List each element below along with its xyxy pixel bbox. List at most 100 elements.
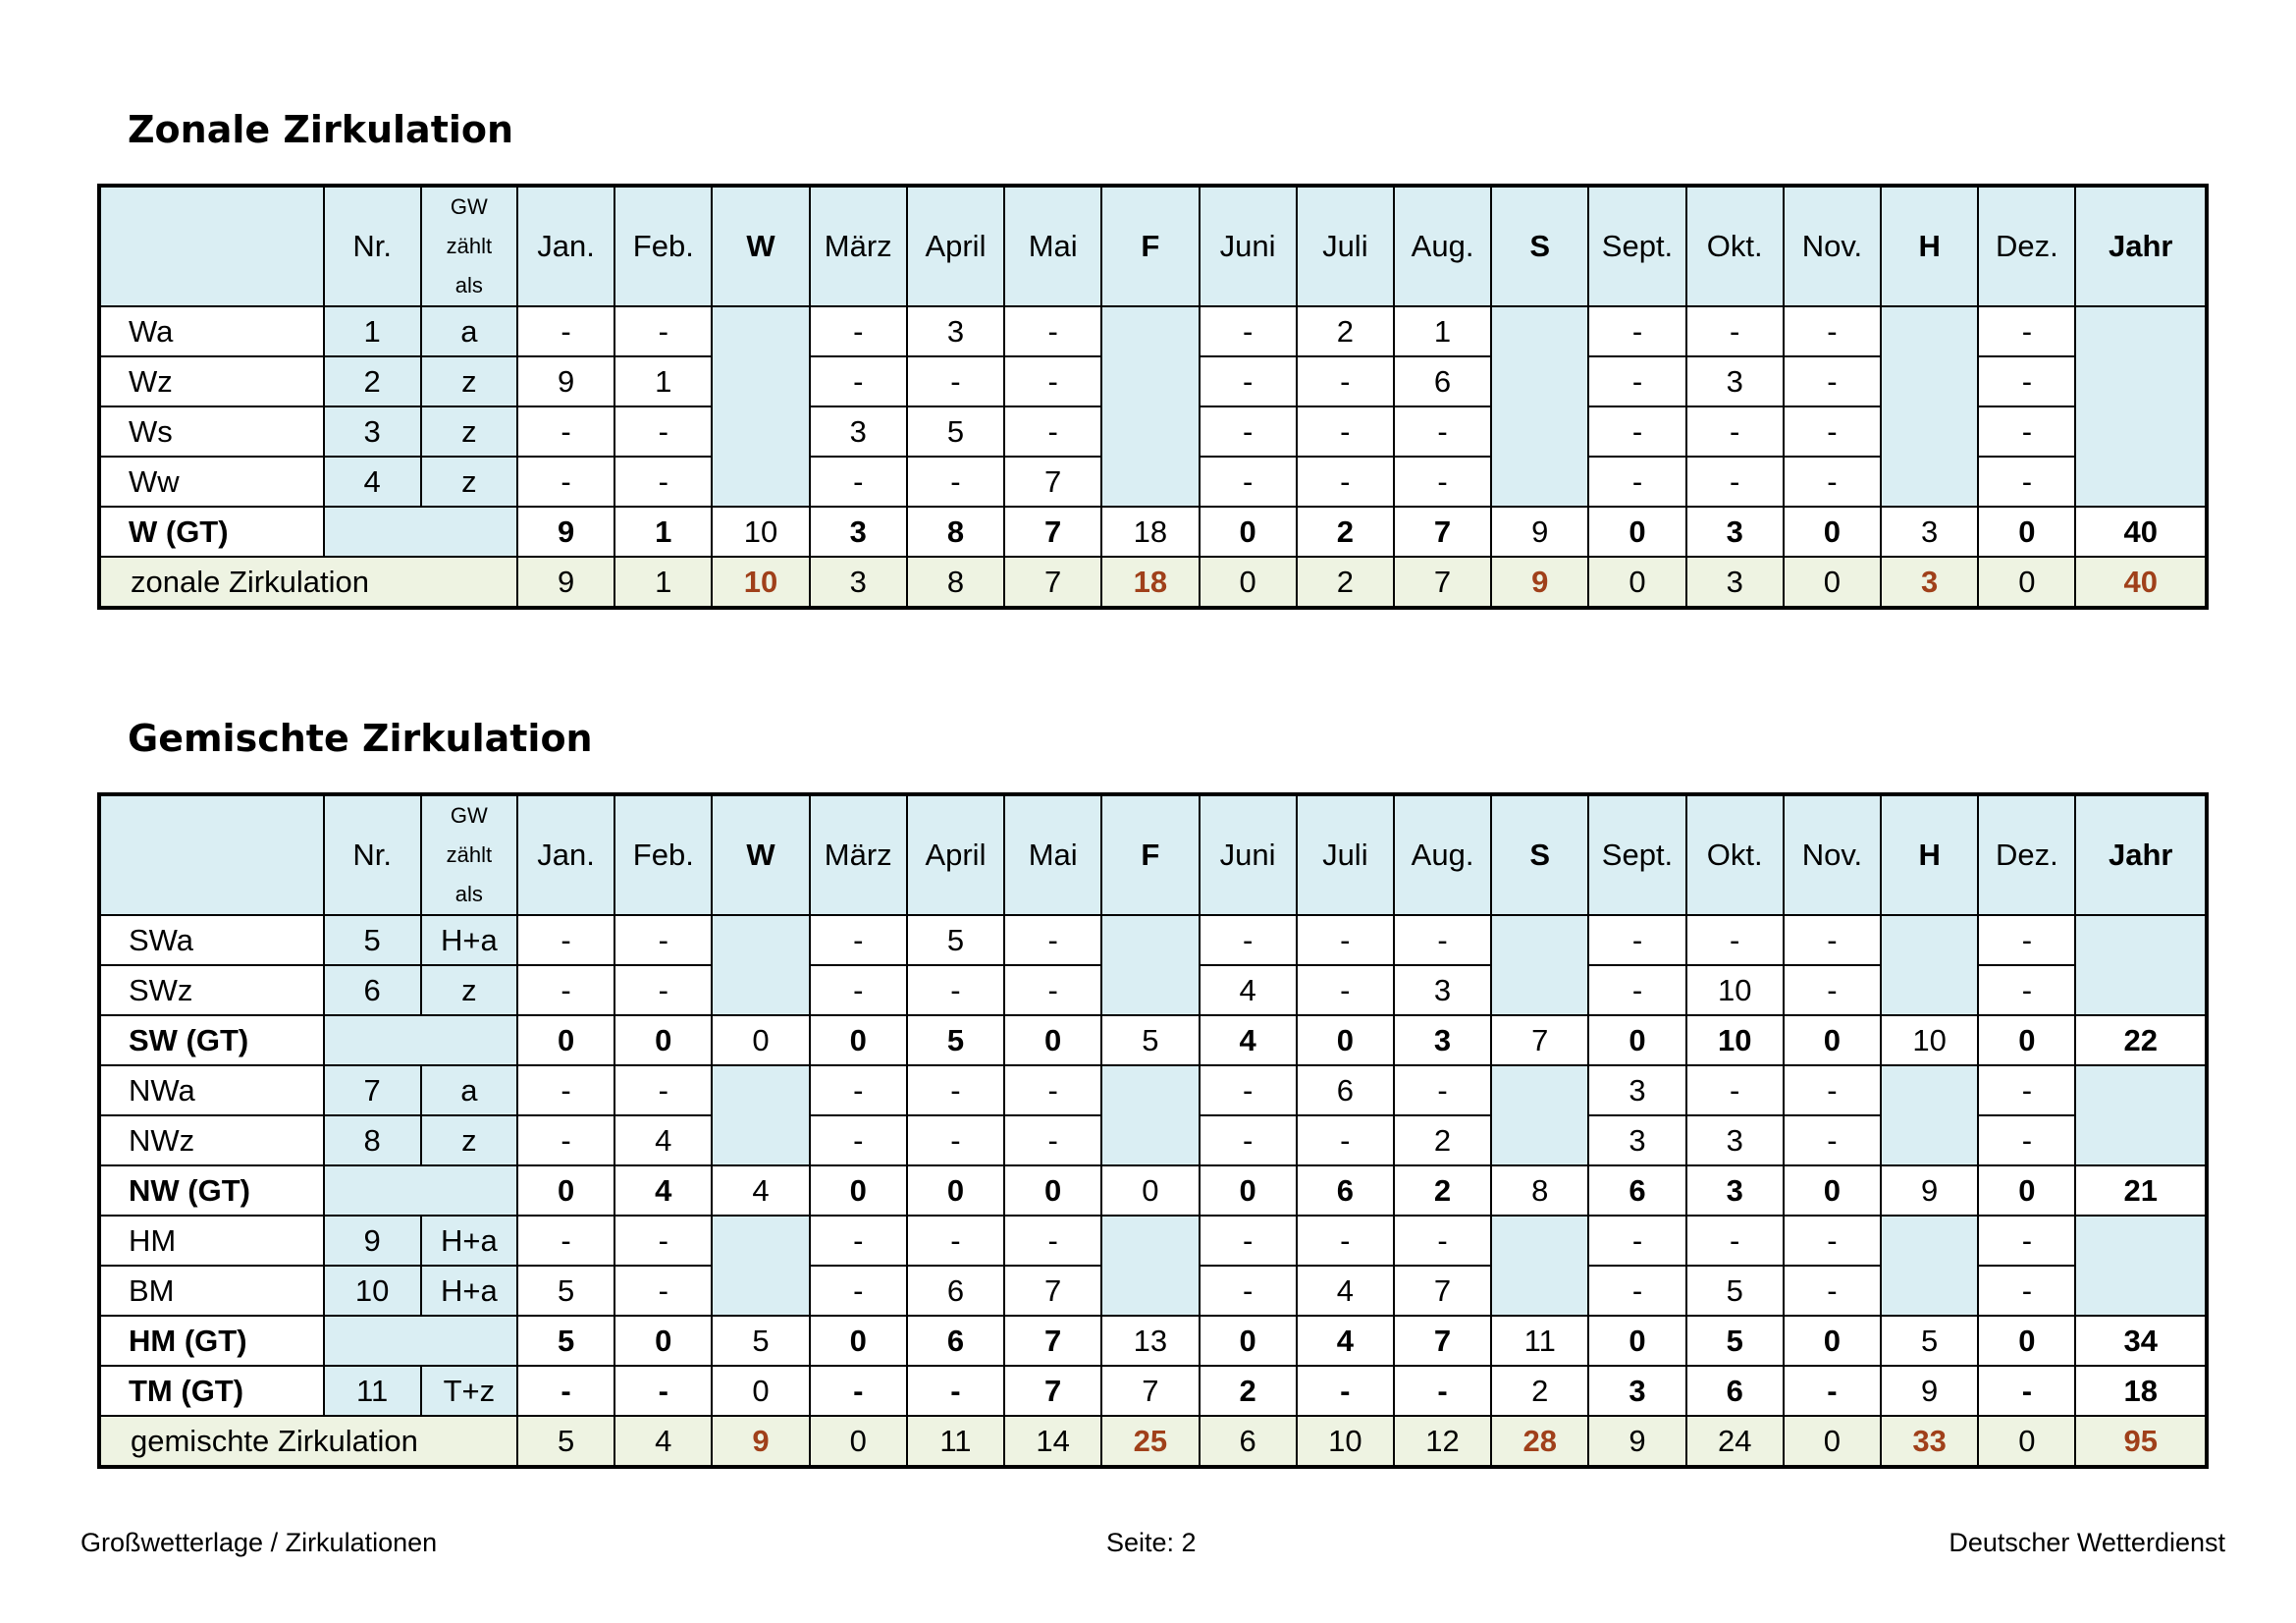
month-value: -	[1782, 914, 1883, 966]
month-value: 7	[1003, 1265, 1103, 1317]
month-value: -	[1977, 1215, 2077, 1267]
header-juli: Juli	[1295, 184, 1395, 307]
month-value: 6	[1392, 355, 1493, 407]
header-gw-word: zählt	[446, 234, 493, 258]
month-value: -	[1295, 355, 1395, 407]
table-row: BM 10 H+a 5- -6 7-4 7-5- -	[98, 1265, 2207, 1317]
header-f: F	[1100, 184, 1201, 307]
month-value: 5	[1684, 1265, 1785, 1317]
header-dez: Dez.	[1977, 184, 2077, 307]
season-sum: 10	[711, 556, 811, 609]
month-value: -	[1782, 964, 1883, 1016]
row-nr: 7	[322, 1064, 422, 1116]
month-sum: 0	[1587, 556, 1687, 609]
group-total-row: W (GT) 9 1 10 3 8 7 18 0 2 7 9 0 3 0 3 0 40	[98, 506, 2208, 558]
month-value: -	[614, 406, 714, 458]
month-value: -	[905, 1215, 1006, 1267]
header-mai: Mai	[1003, 792, 1103, 916]
season-empty	[1880, 1064, 1980, 1166]
group-total-label: TM (GT)	[98, 1365, 325, 1417]
jahr-value: 21	[2074, 1164, 2208, 1217]
month-value: 0	[1782, 1315, 1883, 1367]
month-value: -	[1003, 914, 1103, 966]
header-märz: März	[808, 792, 908, 916]
season-empty	[1100, 305, 1201, 508]
month-value: -	[1198, 1215, 1298, 1267]
month-value: -	[1782, 1365, 1883, 1417]
month-value: 4	[1295, 1265, 1395, 1317]
jahr-value: 22	[2074, 1014, 2208, 1066]
month-value: 3	[1587, 1365, 1687, 1417]
month-value: 0	[515, 1164, 616, 1217]
jahr-value: 18	[2074, 1365, 2208, 1417]
month-value: -	[614, 964, 714, 1016]
header-nr: Nr.	[322, 184, 422, 307]
month-value: 4	[1198, 1014, 1298, 1066]
header-gw-zaehlt-als: GW zählt als	[419, 184, 518, 307]
month-value: -	[1295, 1215, 1395, 1267]
row-label: NWz	[98, 1114, 325, 1166]
month-value: -	[1198, 305, 1298, 357]
month-value: -	[1003, 1215, 1103, 1267]
month-value: 7	[1392, 506, 1493, 558]
table-row: HM 9 H+a - - - - - - - - - - - -	[98, 1215, 2208, 1317]
month-value: 1	[614, 355, 714, 407]
month-value: -	[1587, 964, 1687, 1016]
group-total-empty	[322, 1164, 518, 1217]
jahr-empty	[2074, 1215, 2208, 1317]
zonal-title: Zonale Zirkulation	[128, 108, 514, 151]
month-sum: 5	[515, 1415, 616, 1468]
month-value: -	[808, 1114, 908, 1166]
header-sept: Sept.	[1587, 792, 1687, 916]
month-value: 8	[905, 506, 1006, 558]
month-value: -	[1684, 1215, 1785, 1267]
season-value: 10	[1880, 1014, 1980, 1066]
month-sum: 8	[905, 556, 1006, 609]
month-sum: 0	[1977, 1415, 2077, 1468]
month-value: -	[614, 1265, 714, 1317]
month-value: -	[1003, 406, 1103, 458]
header-jahr: Jahr	[2074, 184, 2208, 307]
month-value: 7	[1003, 1315, 1103, 1367]
header-sept: Sept.	[1587, 184, 1687, 307]
header-feb: Feb.	[614, 792, 714, 916]
mixed-table: Nr. GW zählt als Jan. Feb. W März April Mai F Juni J…	[97, 792, 2209, 1469]
header-nov: Nov.	[1782, 792, 1883, 916]
month-value: -	[614, 305, 714, 357]
header-gw-word: als	[454, 273, 483, 298]
month-value: 0	[614, 1014, 714, 1066]
month-value: -	[515, 456, 616, 508]
month-value: 7	[1003, 506, 1103, 558]
month-value: -	[1392, 456, 1493, 508]
month-value: 2	[1295, 506, 1395, 558]
month-value: -	[1003, 305, 1103, 357]
season-empty	[1880, 914, 1980, 1016]
month-value: -	[1198, 406, 1298, 458]
group-total-label: W (GT)	[98, 506, 325, 558]
header-gw-zaehlt-als: GW zählt als	[419, 792, 518, 916]
month-value: -	[1587, 914, 1687, 966]
month-value: 0	[1977, 1164, 2077, 1217]
row-label: Ww	[98, 456, 325, 508]
month-value: 5	[1684, 1315, 1785, 1367]
month-value: -	[1198, 914, 1298, 966]
season-sum: 3	[1880, 556, 1980, 609]
group-total-row: SW (GT) 0 0 0 0 5 0 5 4 0 3 7 0 10 0 10 0 22	[98, 1014, 2208, 1066]
table-row: Wa 1 a - - -3- -2 1- - - -	[98, 305, 2208, 508]
month-value: -	[1587, 406, 1687, 458]
month-sum: 6	[1198, 1415, 1298, 1468]
month-value: -	[1977, 1365, 2077, 1417]
summary-label: gemischte Zirkulation	[98, 1415, 518, 1468]
row-nr: 10	[322, 1265, 422, 1317]
season-value: 0	[1100, 1164, 1201, 1217]
month-sum: 3	[1684, 556, 1785, 609]
month-value: -	[1198, 1064, 1298, 1116]
month-value: -	[1977, 914, 2077, 966]
month-value: -	[808, 964, 908, 1016]
zonal-table: Nr. GW zählt als Jan. Feb. W März April Mai F Juni J…	[97, 184, 2209, 610]
month-sum: 12	[1392, 1415, 1493, 1468]
season-value: 2	[1490, 1365, 1590, 1417]
month-value: -	[905, 1114, 1006, 1166]
month-value: -	[808, 1365, 908, 1417]
month-value: -	[808, 1215, 908, 1267]
